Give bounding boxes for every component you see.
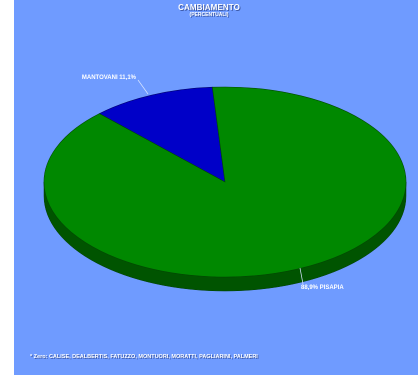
slice-labels: MANTOVANI 11,1% 88,9% PISAPIA (82, 75, 344, 291)
pie-slice-mantovani (98, 86, 226, 183)
chart-title: CAMBIAMENTO (178, 3, 240, 12)
slice-label-mantovani: MANTOVANI 11,1% (82, 75, 137, 81)
leader-line-pisapia (299, 267, 304, 285)
chart-subtitle: (PERCENTUALI) (189, 12, 229, 18)
chart-footnote: * Zero: CALISE, DEALBERTIS, FATUZZO, MON… (30, 354, 258, 360)
pie-slice-pisapia (43, 86, 407, 278)
leader-line-mantovani (137, 79, 149, 95)
leader-lines (137, 79, 304, 285)
slice-label-pisapia: 88,9% PISAPIA (301, 285, 344, 291)
pie-slices (43, 86, 407, 278)
